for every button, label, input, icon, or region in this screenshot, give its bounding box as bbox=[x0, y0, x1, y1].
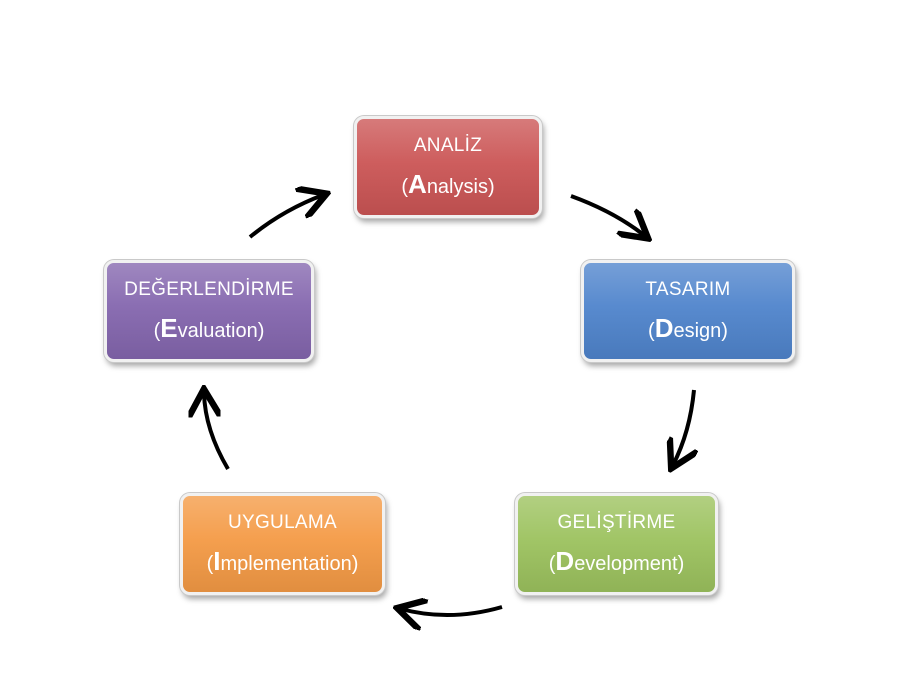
paren-close: ) bbox=[487, 175, 495, 198]
node-development-initial: D bbox=[555, 545, 575, 576]
arrow-design-to-development bbox=[673, 389, 694, 465]
node-analysis-subtitle: (Analysis) bbox=[401, 170, 494, 201]
node-development: GELİŞTİRME (Development) bbox=[515, 493, 718, 595]
paren-close: ) bbox=[721, 319, 728, 342]
node-implementation: UYGULAMA (Implementation) bbox=[180, 493, 385, 595]
node-evaluation: DEĞERLENDİRME (Evaluation) bbox=[104, 260, 314, 362]
node-development-title: GELİŞTİRME bbox=[557, 511, 676, 533]
paren-open: ( bbox=[401, 175, 409, 198]
node-evaluation-subtitle: (Evaluation) bbox=[154, 314, 265, 345]
node-evaluation-rest: valuation bbox=[177, 319, 258, 342]
paren-open: ( bbox=[548, 552, 556, 575]
paren-open: ( bbox=[153, 319, 161, 342]
node-development-rest: evelopment bbox=[574, 552, 678, 575]
node-implementation-subtitle: (Implementation) bbox=[207, 547, 359, 578]
paren-close: ) bbox=[351, 552, 359, 575]
node-implementation-title: UYGULAMA bbox=[227, 511, 338, 533]
node-evaluation-initial: E bbox=[160, 312, 178, 343]
node-design-rest: esign bbox=[673, 319, 722, 342]
node-design-initial: D bbox=[654, 312, 674, 343]
arrow-evaluation-to-analysis bbox=[248, 195, 323, 239]
paren-close: ) bbox=[677, 552, 685, 575]
node-implementation-initial: I bbox=[213, 545, 221, 576]
arrow-development-to-implementation bbox=[401, 607, 503, 615]
node-evaluation-title: DEĞERLENDİRME bbox=[124, 278, 294, 300]
paren-close: ) bbox=[257, 319, 265, 342]
paren-open: ( bbox=[206, 552, 214, 575]
arrow-analysis-to-design bbox=[570, 194, 645, 236]
node-implementation-rest: mplementation bbox=[220, 552, 352, 575]
node-design-subtitle: (Design) bbox=[648, 314, 728, 345]
node-design-title: TASARIM bbox=[645, 278, 731, 300]
node-analysis-rest: nalysis bbox=[426, 175, 488, 198]
paren-open: ( bbox=[648, 319, 655, 342]
node-analysis-initial: A bbox=[408, 168, 427, 199]
node-development-subtitle: (Development) bbox=[549, 547, 685, 578]
node-analysis-title: ANALİZ bbox=[413, 134, 483, 156]
node-design: TASARIM (Design) bbox=[581, 260, 795, 362]
node-analysis: ANALİZ (Analysis) bbox=[354, 116, 542, 218]
arrow-implementation-to-evaluation bbox=[204, 393, 230, 471]
